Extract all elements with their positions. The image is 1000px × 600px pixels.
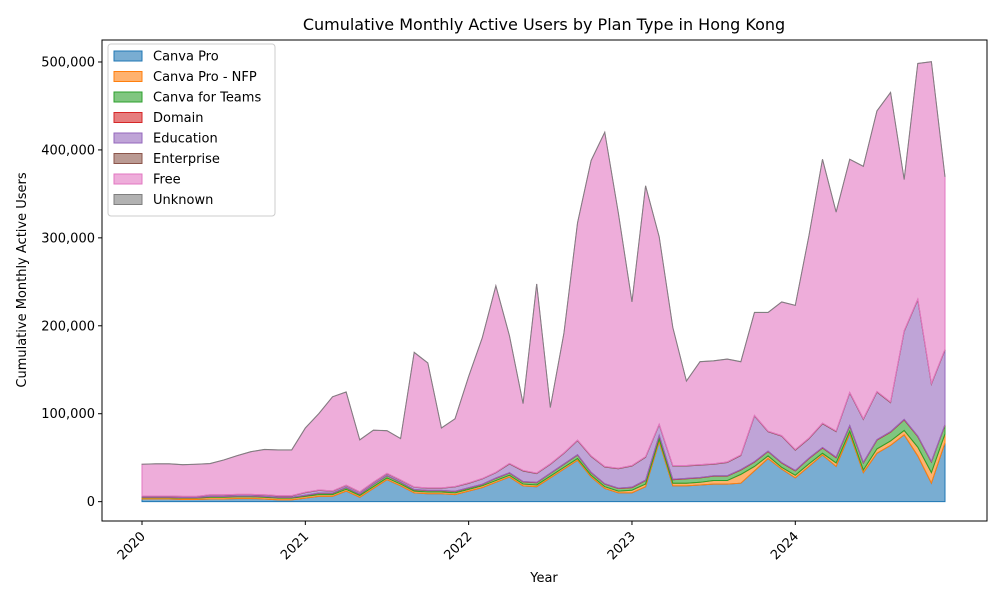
legend-swatch [113,173,143,185]
legend-swatch [113,194,143,205]
legend-swatch [113,91,143,103]
y-tick-label: 500,000 [41,55,95,70]
chart-title: Cumulative Monthly Active Users by Plan … [303,15,785,34]
y-tick-label: 400,000 [41,143,95,158]
legend-swatch [113,50,143,62]
legend: Canva Pro Canva Pro - NFP Canva for Teams D… [107,43,276,217]
y-tick-label: 100,000 [41,407,95,422]
plot-frame [101,39,988,522]
legend-swatch [113,153,143,164]
legend-entry-label: Canva Pro - NFP [153,70,257,85]
legend-entry-label: Canva Pro [153,50,219,65]
legend-entry-label: Unknown [153,193,213,208]
legend-swatch [113,132,143,144]
area-series-7 [141,61,946,466]
y-axis-label: Cumulative Monthly Active Users [15,172,30,387]
legend-entry-label: Education [153,132,218,147]
legend-entry-label: Free [153,173,181,188]
x-axis-label: Year [529,571,558,586]
legend-box [107,43,276,217]
y-tick-label: 300,000 [41,231,95,246]
legend-entry-label: Enterprise [153,152,220,167]
y-axis: 0 100,000 200,000 300,000 400,000 500,000 [41,55,102,510]
legend-swatch [113,112,143,123]
area-series-group [141,61,946,503]
legend-entry-label: Domain [153,111,203,126]
y-tick-label: 200,000 [41,319,95,334]
legend-entry-label: Canva for Teams [153,91,261,106]
y-tick-label: 0 [87,495,95,510]
legend-swatch [113,71,143,82]
